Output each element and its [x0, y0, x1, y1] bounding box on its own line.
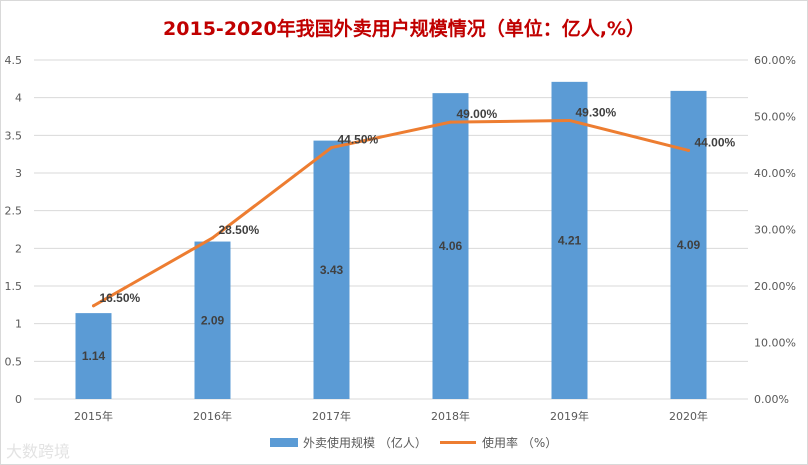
legend-label-line: 使用率 （%） [482, 435, 557, 450]
bar-data-label: 3.43 [320, 263, 344, 277]
bar [432, 93, 469, 399]
bar-data-label: 4.09 [677, 238, 701, 252]
line-point [211, 236, 214, 240]
line-point [568, 118, 571, 122]
x-tick-label: 2018年 [431, 409, 470, 423]
y-right-tick-label: 60.00% [754, 54, 796, 67]
y-left-tick-label: 1.5 [5, 280, 23, 293]
x-tick-label: 2016年 [193, 409, 232, 423]
x-tick-label: 2020年 [669, 409, 708, 423]
y-left-tick-label: 0.5 [5, 355, 23, 368]
line-data-label: 49.00% [457, 107, 498, 121]
bar-data-label: 4.21 [558, 233, 582, 247]
bar [75, 313, 112, 399]
y-right-tick-label: 10.00% [754, 337, 796, 350]
y-left-tick-label: 3 [15, 167, 22, 180]
x-tick-label: 2019年 [550, 409, 589, 423]
line-data-label: 16.50% [100, 291, 141, 305]
line-point [687, 148, 690, 152]
y-right-tick-label: 20.00% [754, 280, 796, 293]
line-series [92, 118, 690, 308]
line-data-label: 44.00% [695, 135, 736, 149]
line-point [330, 146, 333, 150]
legend-swatch-bar [270, 438, 298, 447]
y-left-tick-label: 4 [15, 92, 22, 105]
y-left-tick-label: 0 [15, 393, 22, 406]
x-tick-label: 2015年 [74, 409, 113, 423]
line-data-label: 44.50% [338, 133, 379, 147]
bar-data-label: 1.14 [82, 349, 106, 363]
chart-title: 2015-2020年我国外卖用户规模情况（单位：亿人,%） [163, 18, 645, 40]
bar-data-label: 4.06 [439, 239, 463, 253]
bar [313, 140, 350, 399]
y-right-tick-label: 40.00% [754, 167, 796, 180]
y-left-tick-label: 1 [15, 318, 22, 331]
line-point [92, 304, 95, 308]
y-right-tick-label: 0.00% [754, 393, 789, 406]
bar [551, 81, 588, 399]
bar [194, 241, 231, 399]
y-left-tick-label: 2.5 [5, 205, 23, 218]
y-left-tick-label: 2 [15, 242, 22, 255]
bar-data-label: 2.09 [201, 313, 225, 327]
line-point [449, 120, 452, 124]
bar [670, 90, 707, 400]
legend-label-bar: 外卖使用规模 （亿人） [303, 435, 427, 450]
line-data-label: 49.30% [576, 105, 617, 119]
y-left-tick-label: 4.5 [5, 54, 23, 67]
y-right-tick-label: 50.00% [754, 111, 796, 124]
watermark-logo: 大数跨境 [6, 442, 71, 461]
y-right-tick-label: 30.00% [754, 224, 796, 237]
line-data-label: 28.50% [219, 223, 260, 237]
x-tick-label: 2017年 [312, 409, 351, 423]
y-left-tick-label: 3.5 [5, 129, 23, 142]
